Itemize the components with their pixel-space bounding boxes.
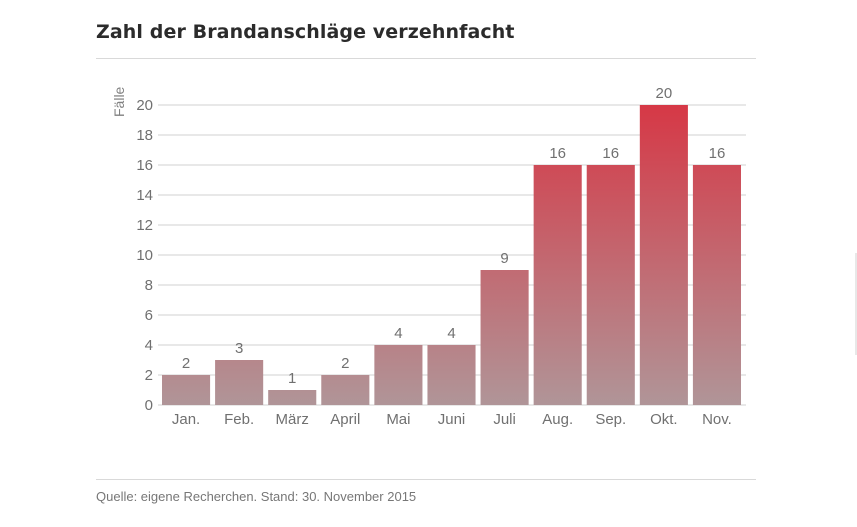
value-labels: 2 3 1 2 4 4 9 16 16 20 16 — [182, 85, 725, 387]
data-label: 1 — [288, 370, 296, 387]
x-tick-labels: Jan. Feb. März April Mai Juni Juli Aug. Sep. Okt.… — [172, 411, 732, 428]
bar — [374, 345, 423, 405]
title-divider — [96, 58, 756, 59]
footer-divider — [96, 479, 756, 480]
x-tick-label: Okt. — [650, 411, 678, 428]
y-tick-label: 4 — [145, 337, 153, 354]
bar — [480, 270, 529, 405]
y-tick-labels: 0 2 4 6 8 10 12 14 16 18 20 — [136, 97, 153, 414]
y-tick-label: 14 — [136, 187, 153, 204]
x-tick-label: Sep. — [595, 411, 626, 428]
bar — [162, 375, 211, 405]
data-label: 2 — [341, 355, 349, 372]
bar — [586, 165, 635, 405]
x-tick-label: Nov. — [702, 411, 732, 428]
bar — [533, 165, 582, 405]
data-label: 4 — [394, 325, 402, 342]
bar — [639, 105, 688, 405]
y-tick-label: 12 — [136, 217, 153, 234]
x-tick-label: Juli — [493, 411, 516, 428]
x-tick-label: Feb. — [224, 411, 254, 428]
x-tick-label: Juni — [438, 411, 466, 428]
bar — [215, 360, 264, 405]
y-tick-label: 8 — [145, 277, 153, 294]
data-label: 9 — [500, 250, 508, 267]
bar — [427, 345, 476, 405]
data-label: 4 — [447, 325, 455, 342]
data-label: 3 — [235, 340, 243, 357]
y-tick-label: 18 — [136, 127, 153, 144]
y-axis-label: Fälle — [111, 86, 127, 117]
y-tick-label: 6 — [145, 307, 153, 324]
data-label: 20 — [656, 85, 673, 102]
data-label: 2 — [182, 355, 190, 372]
x-tick-label: März — [276, 411, 309, 428]
y-tick-label: 16 — [136, 157, 153, 174]
data-label: 16 — [709, 145, 726, 162]
bar — [268, 390, 317, 405]
x-tick-label: Aug. — [542, 411, 573, 428]
data-label: 16 — [602, 145, 619, 162]
bars — [162, 105, 741, 405]
y-tick-label: 0 — [145, 397, 153, 414]
data-label: 16 — [549, 145, 566, 162]
page-edge-marker — [855, 253, 857, 355]
chart-title: Zahl der Brandanschläge verzehnfacht — [96, 21, 515, 43]
x-tick-label: Jan. — [172, 411, 200, 428]
y-tick-label: 2 — [145, 367, 153, 384]
x-tick-label: April — [330, 411, 360, 428]
bar — [692, 165, 741, 405]
y-tick-label: 20 — [136, 97, 153, 114]
x-tick-label: Mai — [386, 411, 410, 428]
y-tick-label: 10 — [136, 247, 153, 264]
source-note: Quelle: eigene Recherchen. Stand: 30. No… — [96, 489, 417, 504]
bar — [321, 375, 370, 405]
